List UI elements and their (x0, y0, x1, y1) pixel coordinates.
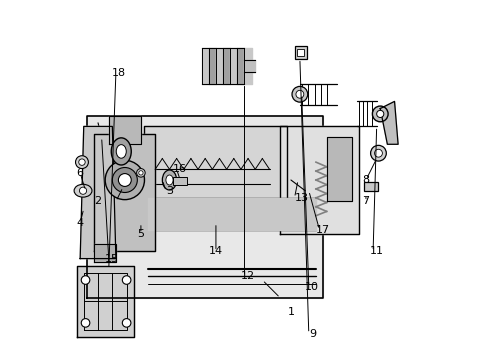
Circle shape (376, 111, 383, 117)
Ellipse shape (116, 145, 126, 158)
Text: 4: 4 (77, 218, 83, 228)
Text: 1: 1 (287, 307, 294, 317)
Circle shape (118, 174, 131, 186)
Text: 14: 14 (208, 247, 223, 256)
Text: 6: 6 (77, 168, 83, 178)
Polygon shape (80, 126, 116, 258)
Text: 7: 7 (362, 197, 369, 206)
Ellipse shape (165, 175, 173, 185)
Text: 18: 18 (112, 68, 126, 78)
Circle shape (374, 149, 382, 157)
Text: 9: 9 (308, 329, 315, 339)
Text: 12: 12 (241, 271, 255, 282)
Circle shape (75, 156, 88, 168)
Circle shape (112, 167, 137, 193)
Ellipse shape (162, 170, 176, 190)
Polygon shape (108, 116, 141, 144)
Text: 10: 10 (305, 282, 319, 292)
Circle shape (105, 160, 144, 200)
Circle shape (80, 187, 86, 194)
Circle shape (291, 86, 307, 102)
Text: 11: 11 (369, 247, 383, 256)
Circle shape (79, 159, 85, 165)
Text: 5: 5 (137, 229, 144, 239)
Polygon shape (94, 244, 116, 262)
Circle shape (81, 276, 90, 284)
Bar (364, 182, 378, 191)
Polygon shape (94, 134, 155, 251)
Polygon shape (77, 266, 134, 337)
Circle shape (122, 276, 131, 284)
Polygon shape (380, 102, 397, 144)
Circle shape (139, 171, 143, 175)
Bar (297, 49, 304, 56)
Polygon shape (87, 116, 323, 298)
Text: 17: 17 (315, 225, 329, 235)
Circle shape (136, 168, 145, 177)
Circle shape (295, 90, 303, 98)
Ellipse shape (74, 184, 92, 197)
Text: 13: 13 (294, 193, 308, 203)
Text: 15: 15 (105, 253, 119, 264)
Polygon shape (144, 126, 287, 223)
Text: 2: 2 (94, 197, 102, 206)
Bar (173, 177, 187, 185)
Polygon shape (280, 126, 358, 234)
Text: 3: 3 (165, 186, 173, 196)
Circle shape (81, 319, 90, 327)
Bar (294, 46, 306, 59)
Circle shape (372, 106, 387, 122)
Circle shape (122, 319, 131, 327)
Text: 8: 8 (362, 175, 369, 185)
Polygon shape (326, 137, 351, 202)
Ellipse shape (111, 138, 131, 165)
Text: 16: 16 (173, 164, 187, 174)
Circle shape (370, 145, 386, 161)
